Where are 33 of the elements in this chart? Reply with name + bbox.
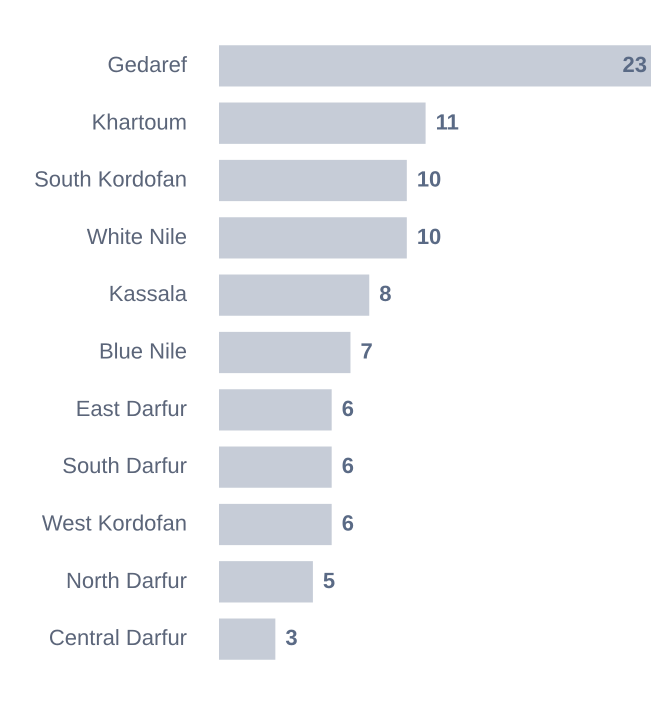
bar — [219, 274, 370, 316]
bar — [219, 45, 651, 86]
bar — [219, 160, 407, 202]
bar — [219, 504, 332, 546]
y-tick-label: West Kordofan — [42, 510, 187, 536]
data-label: 11 — [436, 109, 459, 134]
y-tick-label: South Darfur — [62, 453, 187, 478]
data-label: 7 — [360, 338, 373, 364]
y-tick-label: North Darfur — [66, 568, 187, 593]
y-tick-label: East Darfur — [76, 396, 187, 421]
data-label: 10 — [416, 224, 442, 249]
y-tick-label: White Nile — [86, 224, 187, 249]
y-tick-label: Khartoum — [92, 109, 187, 134]
y-tick-label: Blue Nile — [98, 338, 187, 364]
bar — [219, 561, 313, 602]
data-label: 8 — [379, 281, 392, 306]
bar — [219, 446, 332, 488]
data-label: 6 — [342, 453, 354, 478]
data-label: 23 — [622, 52, 647, 77]
data-label: 6 — [342, 396, 354, 421]
y-tick-label: South Kordofan — [34, 166, 187, 192]
data-label: 6 — [342, 510, 354, 536]
y-tick-label: Kassala — [108, 281, 188, 306]
bar — [219, 332, 350, 374]
bar — [219, 217, 407, 258]
data-label: 3 — [285, 625, 298, 650]
bar — [219, 618, 276, 660]
data-label: 5 — [322, 568, 336, 593]
bar — [219, 102, 426, 144]
bar — [219, 389, 332, 430]
y-tick-label: Central Darfur — [48, 625, 187, 650]
data-label: 10 — [416, 166, 442, 192]
y-tick-label: Gedaref — [108, 52, 188, 77]
